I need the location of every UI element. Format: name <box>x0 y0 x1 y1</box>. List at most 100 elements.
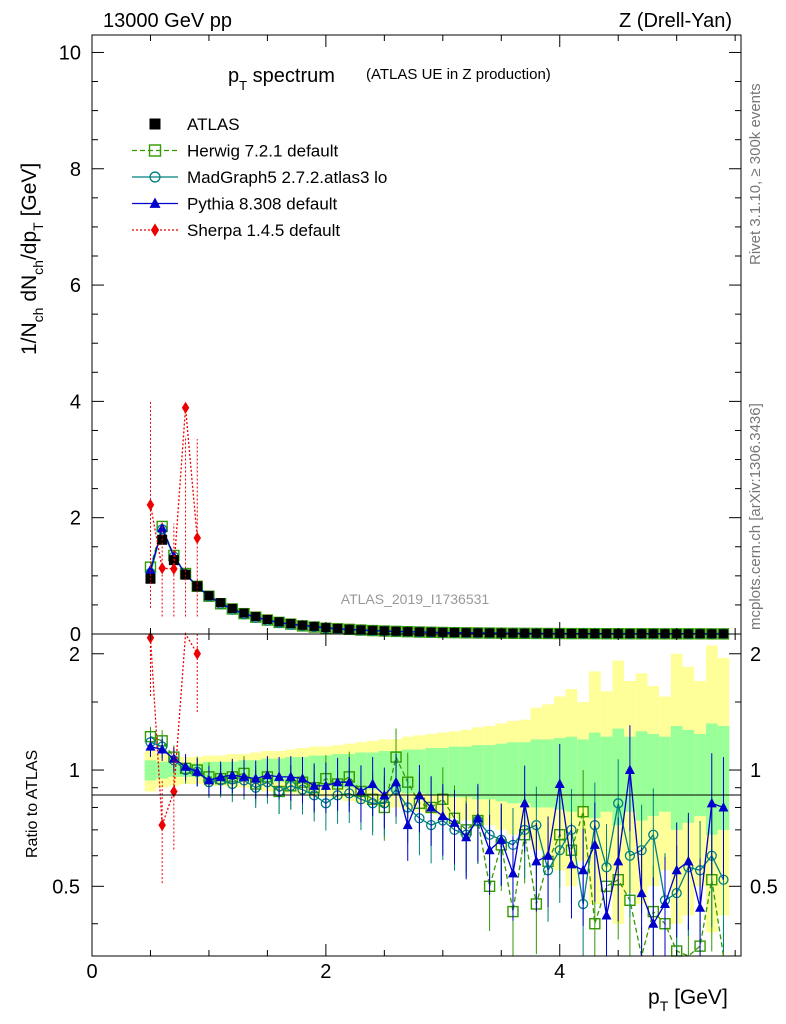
ratio-point <box>706 797 717 808</box>
plot-title: pT spectrum <box>228 65 335 93</box>
x-tick-label: 2 <box>320 961 331 983</box>
data-point <box>274 617 284 627</box>
data-point <box>170 562 178 575</box>
ratio-point <box>636 887 647 898</box>
band-inner <box>635 731 648 821</box>
ratio-point <box>624 764 635 775</box>
ratio-point <box>239 771 250 781</box>
ratio-point <box>683 855 694 866</box>
ratio-point <box>648 918 659 928</box>
data-point <box>403 627 413 637</box>
series-line <box>149 407 198 570</box>
ratio-point <box>250 773 261 783</box>
band-inner <box>659 736 671 812</box>
ratio-point <box>168 753 179 763</box>
x-tick-label: 0 <box>86 961 97 983</box>
data-point <box>192 581 203 592</box>
data-point <box>333 623 343 633</box>
ratio-point <box>262 769 273 780</box>
ratio-point <box>695 902 706 912</box>
data-point <box>239 608 249 618</box>
series-line <box>149 524 724 635</box>
legend-item: Pythia 8.308 default <box>132 195 338 214</box>
y-tick-label: 0 <box>70 624 81 646</box>
ratio-point <box>659 898 670 908</box>
legend: ATLAS Herwig 7.2.1 default MadGraph5 2.7.2… <box>132 115 387 240</box>
ratio-point <box>449 817 460 827</box>
ratio-point <box>507 867 518 878</box>
ratio-point <box>309 780 320 790</box>
ratio-point <box>215 771 226 781</box>
data-point <box>531 628 541 638</box>
y-tick-label: 4 <box>70 391 81 413</box>
ratio-point <box>170 785 178 798</box>
ratio-point <box>355 785 366 796</box>
ratio-point <box>601 862 612 873</box>
data-point <box>508 628 518 638</box>
legend-item: ATLAS <box>149 115 240 134</box>
ratio-point <box>484 844 495 855</box>
main-series-0 <box>145 534 728 639</box>
band-inner <box>495 743 508 802</box>
header-left: 13000 GeV pp <box>103 10 232 32</box>
main-series-2 <box>145 524 729 640</box>
data-point <box>520 628 530 638</box>
data-point <box>193 532 201 545</box>
ratio-point <box>566 858 577 869</box>
title-word: spectrum <box>247 65 335 87</box>
ratio-point <box>285 771 296 781</box>
band-inner <box>425 748 437 796</box>
y-tick-label: 6 <box>70 275 81 297</box>
band-inner <box>647 733 660 817</box>
legend-item: Herwig 7.2.1 default <box>132 142 338 161</box>
ratio-point <box>426 801 437 812</box>
x-tick-label: 4 <box>554 961 565 983</box>
ratio-point <box>624 850 636 861</box>
ratio-point <box>180 761 191 771</box>
rivet-label: Rivet 3.1.10, ≥ 300k events <box>747 83 764 265</box>
data-point <box>543 628 553 638</box>
title-p: p <box>228 65 239 87</box>
data-point <box>297 620 307 630</box>
legend-label: Herwig 7.2.1 default <box>187 142 338 161</box>
legend-marker <box>148 144 162 157</box>
ratio-point <box>192 766 203 776</box>
band-inner <box>472 745 484 800</box>
data-point <box>473 628 483 638</box>
data-point <box>145 564 156 575</box>
y-axis-label: 1/Nch dNch/dpT [GeV] <box>18 163 46 355</box>
ratio-point <box>320 780 331 790</box>
band-inner <box>144 760 157 781</box>
data-point <box>262 614 272 624</box>
ratio-point <box>589 918 601 930</box>
data-point <box>485 628 495 638</box>
ratio-axis-label: Ratio to ATLAS <box>24 750 41 858</box>
mcplots-label: mcplots.cern.ch [arXiv:1306.3436] <box>747 403 764 630</box>
legend-label: Sherpa 1.4.5 default <box>187 221 340 240</box>
ratio-tick-label-left: 2 <box>69 644 80 666</box>
ratio-point <box>367 778 378 789</box>
ratio-series-3 <box>145 725 729 956</box>
band-inner <box>156 761 169 779</box>
main-series-3 <box>145 522 729 638</box>
data-point <box>356 625 366 635</box>
data-point <box>227 603 237 613</box>
data-point <box>309 621 319 631</box>
band-inner <box>507 742 519 804</box>
band-inner <box>600 736 613 812</box>
ratio-point <box>613 855 624 866</box>
band-inner <box>530 739 543 808</box>
ratio-point <box>332 776 343 787</box>
legend-marker <box>150 223 160 237</box>
ratio-point <box>437 810 448 821</box>
band-inner <box>542 739 554 808</box>
ratio-point <box>472 812 483 823</box>
ratio-point <box>589 839 600 849</box>
ratio-point <box>648 829 659 840</box>
ratio-point <box>601 910 612 920</box>
band-inner <box>682 729 695 823</box>
title-t: T <box>239 78 247 93</box>
ratio-point <box>157 744 168 754</box>
